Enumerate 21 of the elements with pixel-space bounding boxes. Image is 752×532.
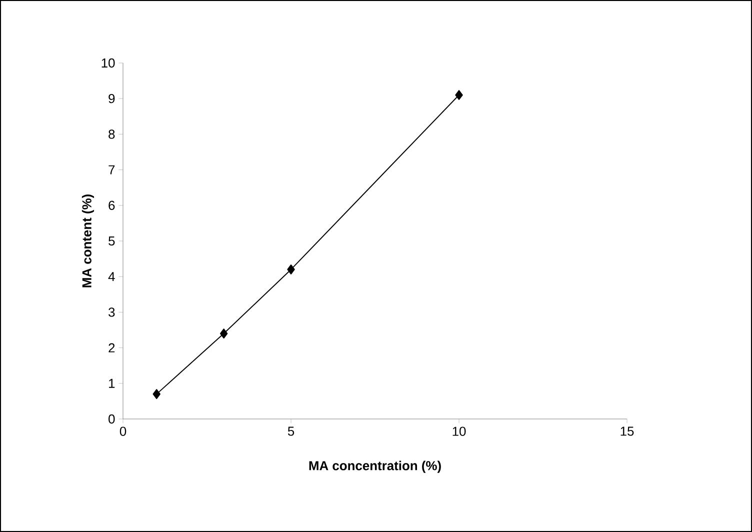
y-tick-label: 6 (108, 200, 115, 210)
x-tick-label: 15 (620, 426, 634, 436)
y-tick-label: 4 (108, 272, 115, 282)
point (455, 90, 463, 100)
point (152, 389, 160, 400)
y-tick-label: 1 (109, 378, 115, 388)
x-axis-title: MA concentration (%) (309, 460, 441, 473)
point (220, 328, 228, 339)
x-tick-label: 0 (120, 426, 126, 436)
y-axis-title: MA content (%) (82, 194, 94, 288)
y-tick-label: 8 (108, 130, 115, 139)
y-tick-label: 0 (108, 414, 115, 424)
y-tick-label: 10 (102, 58, 115, 68)
x-tick-label: 5 (288, 426, 294, 436)
y-tick-label: 5 (108, 236, 115, 246)
y-tick-label: 7 (108, 165, 115, 174)
point (287, 264, 295, 274)
y-tick-label: 3 (108, 308, 115, 317)
y-tick-label: 2 (108, 343, 115, 352)
x-tick-label: 10 (452, 426, 466, 436)
y-tick-label: 9 (108, 94, 115, 104)
